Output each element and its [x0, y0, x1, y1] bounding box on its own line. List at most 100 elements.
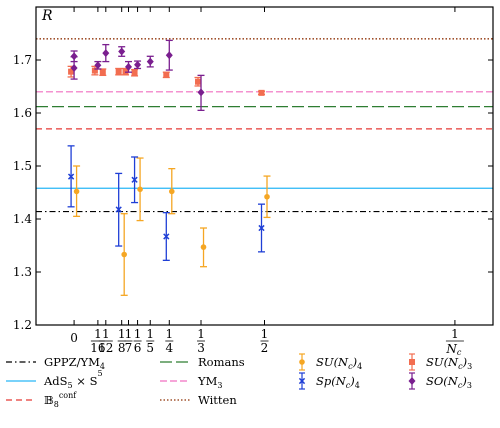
marker	[163, 233, 170, 240]
legend-entry-su3: SU(Nc)3	[409, 353, 472, 371]
y-tick-label-3: 1.5	[13, 159, 32, 173]
y-axis-label: R	[41, 8, 53, 24]
legend-entry-romans: Romans	[160, 355, 245, 369]
marker	[131, 69, 138, 76]
marker	[115, 68, 122, 75]
data-point-2-7	[194, 76, 202, 87]
legend-entry-gppz: GPPZ/YM4	[6, 355, 105, 371]
legend-label: GPPZ/YM4	[44, 355, 105, 371]
data-point-1-4	[258, 203, 265, 253]
marker	[125, 62, 133, 71]
legend-label: 𝔹8conf	[44, 391, 77, 409]
x-tick-den-10: Nc	[445, 342, 462, 357]
marker	[137, 186, 143, 193]
data-point-0-2	[136, 157, 144, 222]
data-point-3-4	[118, 46, 126, 57]
data-point-3-9	[197, 74, 205, 111]
marker	[115, 206, 122, 213]
marker	[264, 193, 270, 200]
data-point-2-5	[131, 68, 139, 77]
x-tick-den-2: 12	[98, 341, 113, 355]
x-tick-num-5: 1	[134, 327, 142, 341]
x-tick-den-3: 8	[118, 341, 126, 355]
data-point-3-3	[102, 43, 110, 63]
marker	[118, 47, 126, 56]
legend-label: SU(Nc)4	[316, 355, 362, 371]
y-tick-label-4: 1.6	[13, 106, 32, 120]
x-tick-num-4: 1	[125, 327, 133, 341]
data-point-2-2	[99, 68, 107, 77]
x-tick-den-7: 4	[165, 341, 173, 355]
legend-label: AdS5 × S5	[43, 369, 103, 390]
data-point-1-2	[131, 156, 139, 204]
x-tick-num-6: 1	[146, 327, 154, 341]
x-tick-den-8: 3	[197, 341, 205, 355]
y-tick-label-2: 1.4	[13, 212, 32, 226]
x-tick-num-1: 1	[94, 327, 102, 341]
marker	[67, 173, 75, 180]
legend-label: YM3	[197, 374, 222, 390]
data-point-3-2	[94, 60, 102, 70]
x-tick-den-5: 6	[134, 341, 142, 355]
marker	[258, 224, 265, 232]
marker	[197, 88, 205, 97]
data-point-0-3	[168, 167, 176, 215]
data-point-0-5	[263, 175, 271, 219]
y-tick-label-5: 1.7	[13, 53, 32, 67]
legend-label: SO(Nc)3	[426, 374, 472, 390]
legend-entry-sp4: Sp(Nc)4	[298, 372, 360, 390]
x-tick-num-7: 1	[165, 327, 173, 341]
marker	[91, 67, 98, 74]
legend-entry-ads: AdS5 × S5	[6, 369, 103, 390]
x-tick-num-10: 1	[451, 327, 459, 341]
x-tick-num-9: 1	[261, 327, 269, 341]
marker	[70, 63, 78, 72]
marker	[131, 176, 138, 183]
marker	[70, 52, 78, 61]
legend-label: SU(Nc)3	[426, 355, 472, 371]
marker	[99, 69, 106, 76]
x-tick-num-2: 1	[102, 327, 110, 341]
x-tick-label-0: 0	[70, 331, 78, 345]
x-tick-num-3: 1	[118, 327, 126, 341]
legend-entry-bconf: 𝔹8conf	[6, 391, 77, 409]
marker	[134, 60, 142, 69]
data-point-2-6	[162, 71, 170, 79]
marker	[258, 89, 265, 96]
marker	[94, 61, 102, 70]
marker	[165, 51, 173, 60]
data-point-2-3	[115, 67, 123, 76]
data-point-0-1	[120, 213, 128, 296]
data-point-3-6	[134, 60, 142, 70]
marker	[68, 68, 75, 75]
x-tick-den-1: 16	[90, 341, 105, 355]
marker	[102, 49, 110, 58]
plot-frame	[35, 6, 494, 326]
data-point-1-0	[67, 145, 75, 208]
data-point-3-1	[70, 50, 78, 63]
data-point-3-7	[146, 55, 154, 68]
legend-entry-so3: SO(Nc)3	[408, 372, 472, 390]
legend-marker	[298, 377, 306, 385]
marker	[195, 78, 202, 85]
legend-entry-ym3: YM3	[160, 374, 222, 390]
y-tick-label-0: 1.2	[13, 318, 32, 332]
y-tick-label-1: 1.3	[13, 265, 32, 279]
marker	[200, 244, 207, 250]
legend-label: Witten	[198, 393, 237, 407]
data-point-2-8	[258, 89, 265, 96]
data-point-1-3	[162, 211, 170, 261]
marker	[73, 188, 80, 195]
marker	[146, 57, 154, 66]
x-tick-den-6: 5	[146, 341, 154, 355]
marker	[163, 71, 170, 78]
legend-marker	[409, 359, 415, 365]
data-point-0-4	[200, 227, 208, 268]
x-tick-num-8: 1	[197, 327, 205, 341]
data-point-3-5	[125, 60, 133, 73]
marker	[121, 251, 127, 258]
legend-entry-su4: SU(Nc)4	[299, 353, 362, 371]
marker	[168, 188, 175, 195]
data-point-3-8	[165, 39, 173, 71]
